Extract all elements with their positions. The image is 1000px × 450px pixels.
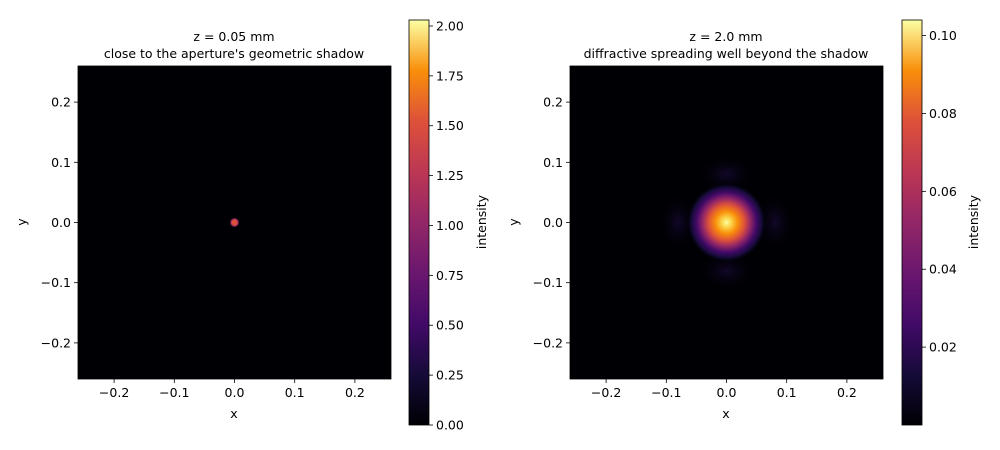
diffraction-sidelobe bbox=[697, 251, 756, 290]
x-tick-label: 0.2 bbox=[837, 385, 857, 400]
y-tick-label: 0.2 bbox=[543, 95, 563, 110]
colorbar-tick-label: 0.08 bbox=[929, 106, 957, 121]
colorbar-tick-label: 1.00 bbox=[436, 218, 464, 233]
colorbar-tick-label: 0.02 bbox=[929, 340, 957, 355]
x-tick-label: −0.2 bbox=[591, 385, 621, 400]
y-axis-label: y bbox=[14, 218, 29, 226]
panel-title-line1: z = 0.05 mm bbox=[193, 29, 274, 44]
y-tick-label: 0.1 bbox=[543, 155, 563, 170]
intensity-spot bbox=[686, 182, 767, 263]
y-tick-label: −0.2 bbox=[41, 335, 71, 350]
y-tick-label: 0.1 bbox=[51, 155, 71, 170]
colorbar-tick-label: 1.75 bbox=[436, 68, 464, 83]
x-tick-label: 0.1 bbox=[285, 385, 305, 400]
diffraction-sidelobe bbox=[755, 193, 794, 252]
colorbar-tick-label: 0.25 bbox=[436, 368, 464, 383]
panel-title-line2: close to the aperture's geometric shadow bbox=[104, 46, 364, 61]
x-tick-label: 0.2 bbox=[345, 385, 365, 400]
colorbar-tick-label: 0.50 bbox=[436, 318, 464, 333]
colorbar-tick-label: 1.25 bbox=[436, 168, 464, 183]
x-tick-label: −0.1 bbox=[651, 385, 681, 400]
x-tick-label: −0.2 bbox=[99, 385, 129, 400]
x-tick-label: 0.1 bbox=[777, 385, 797, 400]
diffraction-sidelobe bbox=[697, 155, 756, 194]
colorbar-label: intensity bbox=[966, 194, 981, 249]
panel-far-field: z = 2.0 mm diffractive spreading well be… bbox=[506, 19, 981, 426]
x-axis-label: x bbox=[230, 406, 237, 421]
diffraction-sidelobe bbox=[659, 193, 698, 252]
colorbar-tick-label: 2.00 bbox=[436, 18, 464, 33]
colorbar-tick-label: 0.75 bbox=[436, 268, 464, 283]
panel-title-line1: z = 2.0 mm bbox=[689, 29, 762, 44]
y-tick-label: −0.1 bbox=[533, 275, 563, 290]
y-tick-label: 0.0 bbox=[51, 215, 71, 230]
x-tick-label: 0.0 bbox=[225, 385, 245, 400]
colorbar-tick-label: 0.04 bbox=[929, 262, 957, 277]
colorbar-tick-label: 0.00 bbox=[436, 418, 464, 433]
y-axis-label: y bbox=[506, 218, 521, 226]
colorbar-tick-label: 0.06 bbox=[929, 184, 957, 199]
panel-title-line2: diffractive spreading well beyond the sh… bbox=[584, 46, 869, 61]
y-tick-label: −0.2 bbox=[533, 335, 563, 350]
colorbar-tick-label: 0.10 bbox=[929, 28, 957, 43]
colorbar bbox=[901, 19, 923, 426]
y-tick-label: −0.1 bbox=[41, 275, 71, 290]
x-axis-label: x bbox=[722, 406, 729, 421]
intensity-spot-core bbox=[232, 220, 237, 225]
x-tick-label: −0.1 bbox=[159, 385, 189, 400]
x-tick-label: 0.0 bbox=[717, 385, 737, 400]
colorbar-label: intensity bbox=[474, 194, 489, 249]
y-tick-label: 0.2 bbox=[51, 95, 71, 110]
colorbar bbox=[408, 19, 430, 426]
y-tick-label: 0.0 bbox=[543, 215, 563, 230]
colorbar-tick-label: 1.50 bbox=[436, 118, 464, 133]
panel-near-field: z = 0.05 mm close to the aperture's geom… bbox=[14, 18, 489, 432]
